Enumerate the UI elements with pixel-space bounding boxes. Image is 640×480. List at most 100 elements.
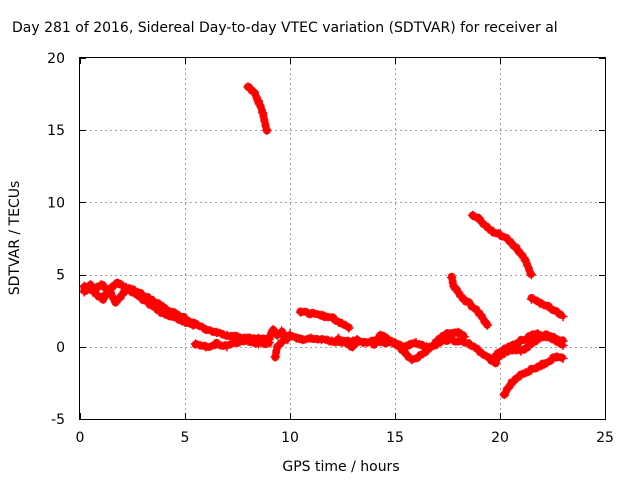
data-point: [524, 340, 535, 351]
series-markers: [244, 82, 271, 135]
data-point: [480, 220, 491, 231]
data-point: [453, 327, 463, 338]
data-point: [98, 294, 108, 304]
data-point: [551, 352, 562, 362]
series-markers: [500, 352, 567, 399]
data-point: [558, 353, 568, 364]
data-point: [243, 336, 253, 346]
y-tick-label: 0: [56, 340, 65, 356]
data-point: [276, 337, 287, 348]
data-point: [148, 295, 159, 306]
series-3: [190, 336, 274, 352]
data-point: [117, 290, 127, 300]
data-point: [411, 337, 421, 348]
series-6: [270, 334, 293, 362]
data-point: [348, 342, 358, 352]
series-7: [295, 307, 354, 333]
data-point: [551, 307, 562, 317]
data-point: [249, 87, 260, 98]
data-point: [358, 337, 369, 348]
data-point: [507, 376, 518, 387]
data-point: [526, 269, 537, 280]
y-tick-label: -5: [51, 412, 65, 428]
data-point: [297, 334, 308, 345]
data-point: [333, 333, 344, 343]
data-point: [459, 294, 470, 304]
data-point: [524, 331, 535, 342]
data-point: [316, 310, 327, 320]
data-point: [514, 246, 524, 257]
data-point: [232, 337, 243, 348]
series-4: [243, 82, 272, 135]
y-tick-label: 10: [47, 195, 65, 211]
series-14: [526, 293, 568, 322]
data-point: [169, 308, 180, 319]
data-point: [79, 281, 89, 291]
data-point: [291, 333, 302, 343]
x-axis-title: GPS time / hours: [282, 459, 399, 475]
data-point: [327, 336, 337, 346]
data-point: [446, 272, 457, 283]
y-tick-label: 5: [56, 268, 65, 284]
data-point: [558, 311, 568, 322]
x-tick-label: 5: [181, 430, 190, 446]
data-point: [190, 339, 201, 349]
data-point: [276, 326, 287, 336]
data-point: [211, 339, 222, 349]
data-point: [138, 290, 148, 300]
data-point: [110, 297, 121, 307]
data-point: [369, 339, 379, 349]
data-point: [415, 350, 425, 361]
data-point: [495, 229, 505, 239]
data-point: [516, 346, 526, 356]
data-point: [516, 336, 526, 346]
data-point: [222, 330, 232, 340]
data-point: [306, 308, 316, 319]
data-point: [390, 337, 400, 348]
data-point: [520, 368, 530, 378]
data-point: [533, 334, 543, 345]
data-point: [453, 336, 463, 346]
data-point: [482, 320, 493, 330]
data-point: [344, 323, 354, 333]
data-point: [104, 284, 115, 294]
data-point: [272, 342, 283, 352]
data-point: [398, 346, 409, 356]
series-9: [369, 327, 470, 365]
series-markers: [80, 278, 273, 344]
data-point: [467, 301, 478, 312]
data-point: [539, 359, 549, 369]
chart-title: Day 281 of 2016, Sidereal Day-to-day VTE…: [12, 20, 558, 36]
data-point: [381, 333, 392, 343]
data-point: [316, 334, 327, 345]
data-point: [257, 108, 268, 118]
series-10: [446, 272, 493, 330]
data-point: [491, 353, 501, 364]
data-point: [264, 333, 274, 343]
data-point: [558, 340, 568, 351]
data-point: [262, 125, 272, 135]
data-point: [190, 318, 201, 329]
data-point: [507, 344, 518, 355]
data-point: [96, 279, 106, 290]
data-point: [503, 382, 514, 392]
data-point: [526, 365, 537, 375]
data-point: [283, 334, 293, 345]
data-point: [87, 287, 98, 297]
series-8: [333, 333, 362, 352]
data-point: [211, 327, 222, 338]
data-point: [159, 303, 169, 313]
data-point: [201, 342, 211, 352]
data-point: [121, 282, 131, 293]
data-point: [453, 287, 463, 297]
series-11: [467, 210, 537, 280]
data-point: [545, 355, 556, 365]
x-tick-label: 25: [596, 430, 614, 446]
data-point: [499, 347, 509, 358]
data-point: [507, 239, 518, 250]
series-markers: [447, 272, 492, 330]
data-point: [486, 226, 497, 237]
data-point: [459, 331, 470, 342]
data-point: [535, 298, 545, 309]
x-tick-label: 10: [281, 430, 299, 446]
